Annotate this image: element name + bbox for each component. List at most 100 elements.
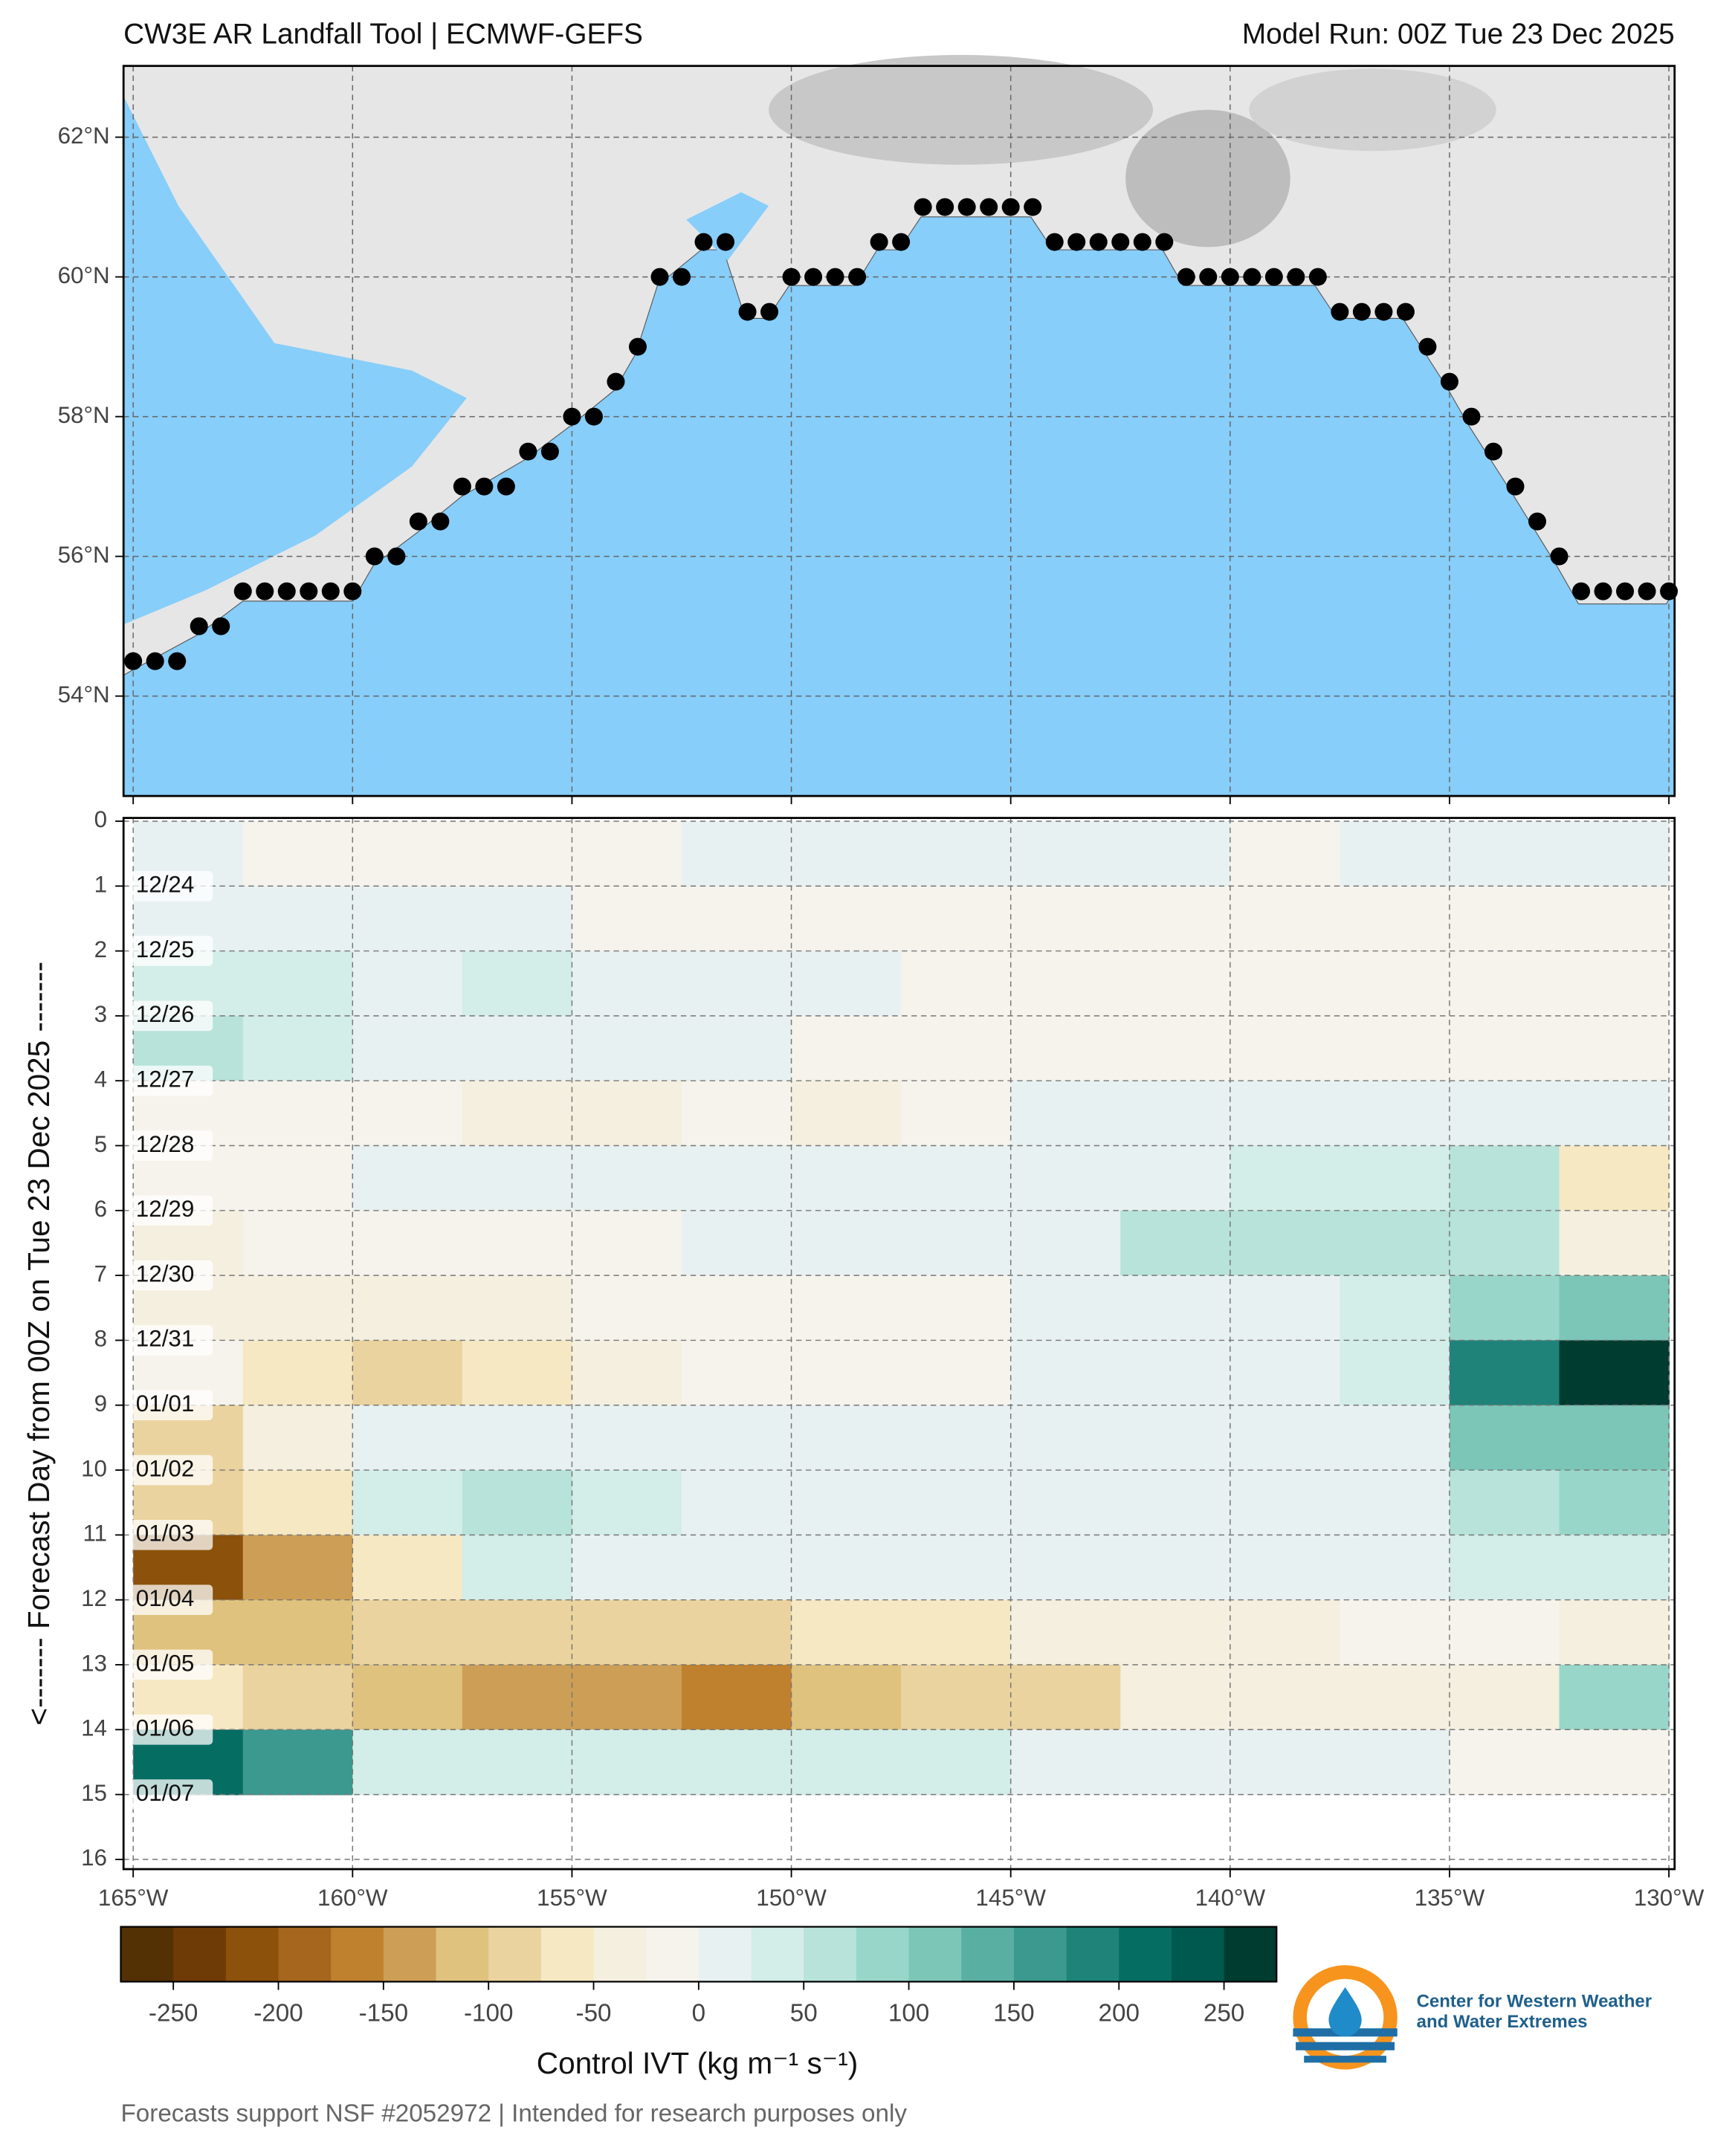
heat-cell [1559, 1470, 1670, 1536]
landfall-point [1264, 268, 1283, 286]
heat-cell [242, 1275, 354, 1341]
landfall-point [1287, 268, 1305, 286]
y-tick-label: 4 [94, 1066, 107, 1092]
heat-cell [1010, 1470, 1122, 1536]
heat-cell [462, 820, 573, 887]
heat-cell [1230, 1664, 1341, 1731]
heat-cell [1120, 1145, 1231, 1211]
colorbar-box [1224, 1926, 1278, 1982]
y-tick-label: 62°N [58, 123, 110, 149]
landfall-point [738, 302, 757, 321]
heat-cell [1559, 1015, 1670, 1082]
landfall-point [826, 268, 844, 286]
landfall-point [1308, 268, 1327, 286]
heat-cell [1449, 1599, 1560, 1665]
landfall-point [1001, 198, 1020, 216]
y-tick-label: 6 [94, 1196, 107, 1222]
heat-cell [791, 1210, 902, 1277]
heat-cell [462, 1664, 573, 1731]
heat-cell [1449, 1470, 1560, 1536]
landfall-point [431, 512, 450, 531]
x-tick-label: 130°W [1634, 1885, 1705, 1911]
landfall-point [1374, 302, 1393, 321]
heat-cell [1449, 1535, 1560, 1601]
landfall-point [804, 268, 823, 286]
heat-cell [242, 1405, 354, 1471]
heat-cell [1559, 1275, 1670, 1341]
heat-cell [1340, 1405, 1450, 1471]
heat-cell [1340, 1729, 1450, 1796]
landfall-point [1396, 302, 1415, 321]
heat-cell [572, 1081, 682, 1147]
colorbar-box [1171, 1926, 1225, 1982]
logo-text: Center for Western Weather [1417, 1991, 1652, 2011]
date-label-box [130, 1454, 213, 1486]
heat-cell [1230, 1145, 1341, 1211]
landfall-point [1418, 337, 1437, 356]
colorbar-box [331, 1926, 384, 1982]
heat-cell [352, 1535, 463, 1601]
y-tick-label: 15 [81, 1780, 107, 1806]
landfall-point [190, 617, 208, 635]
heat-cell [901, 1275, 1012, 1341]
heat-cell [681, 886, 792, 952]
heat-cell [901, 1470, 1012, 1536]
landfall-point [1440, 372, 1458, 391]
heat-cell [1010, 1405, 1122, 1471]
y-tick-label: 14 [81, 1715, 107, 1741]
heat-cell [1230, 1015, 1341, 1082]
heat-cell [572, 1729, 682, 1796]
date-label: 01/06 [136, 1715, 195, 1741]
heat-cell [242, 1470, 354, 1536]
y-tick-label: 12 [81, 1585, 107, 1611]
y-tick-label: 54°N [58, 682, 110, 708]
colorbar-tick-label: 0 [692, 2000, 705, 2027]
heat-cell [791, 820, 902, 887]
heat-cell [462, 1081, 573, 1147]
heat-cell [1230, 886, 1341, 952]
heat-cell [242, 1210, 354, 1277]
x-tick-label: 155°W [537, 1885, 607, 1911]
date-label: 01/05 [136, 1650, 195, 1676]
heat-cell [791, 1664, 902, 1731]
x-tick-label: 160°W [317, 1885, 388, 1911]
landfall-point [256, 582, 274, 600]
heat-cell [462, 886, 573, 952]
landfall-point [1221, 268, 1239, 286]
date-label: 12/27 [136, 1066, 195, 1092]
heat-cell [1120, 1081, 1231, 1147]
heat-cell [462, 1145, 573, 1211]
date-label: 12/28 [136, 1131, 195, 1157]
heat-cell [1010, 1081, 1122, 1147]
landfall-point [717, 233, 735, 251]
colorbar-box [646, 1926, 700, 1982]
heat-cell [681, 1535, 792, 1601]
landfall-point [1155, 233, 1174, 251]
heat-cell [1559, 951, 1670, 1017]
heat-cell [1449, 820, 1560, 887]
heat-cell [1449, 1145, 1560, 1211]
heat-cell [572, 1275, 682, 1341]
landfall-point [540, 442, 559, 461]
heat-cell [1120, 1664, 1231, 1731]
heat-cell [462, 1470, 573, 1536]
heat-cell [1559, 1145, 1670, 1211]
date-label-box [130, 1584, 213, 1615]
heat-cell [1120, 1275, 1231, 1341]
landfall-point [212, 617, 230, 635]
heat-cell [1340, 886, 1450, 952]
heat-cell [1449, 1340, 1560, 1406]
heat-cell [572, 1535, 682, 1601]
landfall-point [1089, 233, 1108, 251]
heat-cell [352, 1210, 463, 1277]
heat-cell [681, 1664, 792, 1731]
heat-cell [1340, 1599, 1450, 1665]
heat-cell [572, 886, 682, 952]
heat-cell [791, 1599, 902, 1665]
landfall-point [892, 233, 911, 251]
heat-cell [1010, 820, 1122, 887]
colorbar-box [120, 1926, 174, 1982]
colorbar-tick-label: 250 [1203, 2000, 1244, 2027]
heat-cell [242, 886, 354, 952]
heat-cell [1559, 1210, 1670, 1277]
